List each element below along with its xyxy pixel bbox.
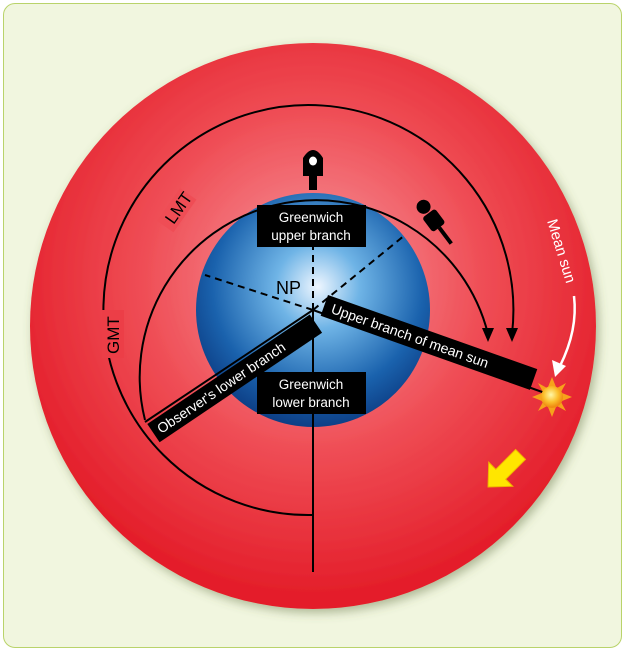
gmt-label-wrap: GMT [102,310,124,358]
north-pole-label: NP [276,278,301,298]
arc-arrowheads [482,328,518,342]
greenwich-upper-line1: Greenwich [279,210,344,225]
greenwich-lower-box: Greenwich lower branch [257,372,366,414]
greenwich-lower-line1: Greenwich [279,377,344,392]
greenwich-lower-line2: lower branch [272,395,349,410]
greenwich-upper-box: Greenwich upper branch [257,205,366,247]
rotation-arrow-icon [487,448,527,488]
observer-lower-line [144,309,314,423]
gmt-label: GMT [104,316,123,354]
greenwich-marker-icon [303,150,323,190]
greenwich-upper-line2: upper branch [271,228,351,243]
gmt-arc [102,104,515,517]
observer-person-icon [416,199,453,245]
sun-icon [532,377,572,417]
mean-sun-pointer-arrow [552,295,576,377]
